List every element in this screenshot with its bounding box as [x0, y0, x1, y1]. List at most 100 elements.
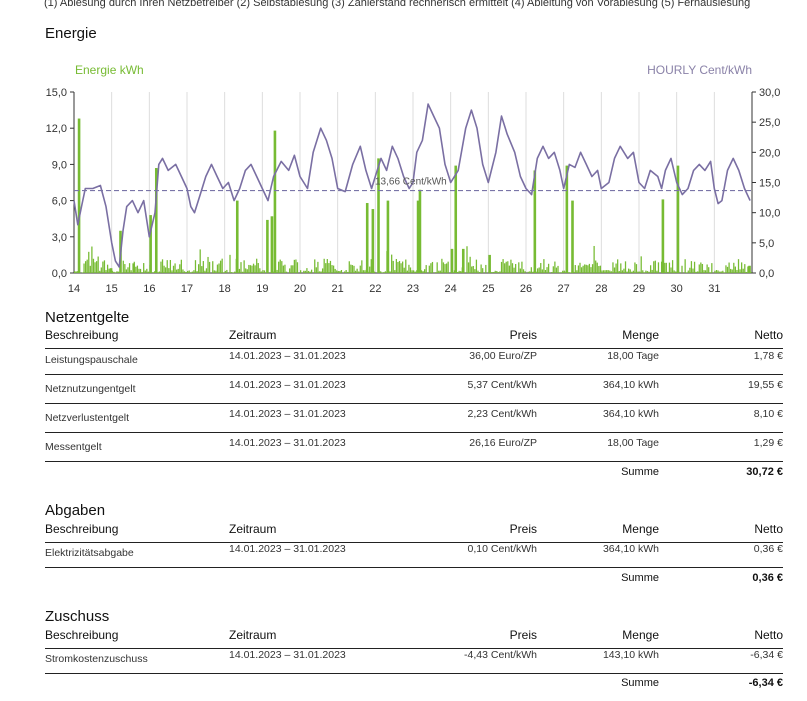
energy-bar [425, 265, 427, 273]
energy-bar [369, 266, 371, 273]
left-tick-label: 6,0 [52, 196, 67, 208]
energy-bar [309, 271, 311, 273]
row-netto: 1,29 € [753, 437, 783, 449]
energy-bar [215, 270, 217, 273]
energy-bar [270, 216, 274, 273]
energy-bar [418, 189, 422, 273]
energy-bar [89, 265, 91, 273]
energy-bar [731, 269, 733, 273]
energy-bar [533, 170, 537, 273]
energy-bar [744, 264, 746, 273]
energy-bar [307, 270, 310, 273]
energy-bar [144, 270, 146, 273]
energy-bar [83, 263, 85, 273]
energy-bar [394, 270, 396, 273]
energy-bar [74, 271, 76, 273]
row-beschreibung: Elektrizitätsabgabe [45, 547, 134, 559]
energy-bar [626, 271, 628, 273]
energy-bar [657, 262, 660, 273]
energy-bar [552, 266, 554, 273]
energy-bar [507, 261, 509, 273]
energy-bar [618, 270, 620, 273]
energy-bar [588, 263, 591, 273]
row-beschreibung: Stromkostenzuschuss [45, 653, 148, 665]
energy-bar [402, 261, 404, 273]
energy-bar [125, 269, 128, 273]
row-menge: 18,00 Tage [607, 350, 659, 362]
row-beschreibung: Messentgelt [45, 441, 102, 453]
energy-bar [370, 259, 372, 273]
abgaben-header: Beschreibung Zeitraum Preis Menge Netto [45, 522, 783, 543]
energy-bar [331, 265, 333, 273]
energy-bar [748, 265, 751, 273]
energy-bar [584, 264, 586, 273]
energy-bar [154, 168, 158, 273]
energy-bar [689, 267, 691, 273]
energy-bar [179, 264, 181, 273]
energy-bar [686, 272, 688, 273]
energy-bar [673, 270, 675, 273]
energy-bar [551, 272, 553, 273]
energy-bar [569, 272, 572, 273]
energy-bar [251, 265, 253, 273]
energy-bar [292, 265, 294, 273]
netzentgelte-header: Beschreibung Zeitraum Preis Menge Netto [45, 328, 783, 349]
energy-bar [522, 269, 525, 273]
right-tick-label: 5,0 [759, 238, 774, 250]
energy-bar [438, 270, 440, 273]
energy-bar [676, 165, 680, 273]
energy-bar [698, 264, 700, 273]
energy-bar [166, 260, 168, 273]
energy-bar [580, 267, 583, 273]
energy-bar [447, 261, 449, 273]
energy-bar [690, 261, 693, 273]
energy-bar [152, 272, 154, 273]
energy-bar [146, 268, 148, 273]
energy-bar [574, 265, 576, 273]
energy-bar [715, 270, 718, 273]
energy-bar [454, 165, 458, 273]
energy-bar [563, 270, 565, 273]
energy-bar [339, 270, 341, 273]
energy-bar [174, 263, 176, 273]
abgaben-title: Abgaben [45, 502, 106, 519]
energy-bar [248, 264, 250, 273]
right-axis-label: HOURLY Cent/kWh [647, 63, 752, 77]
energy-bar [350, 264, 352, 273]
energy-bar [381, 272, 383, 273]
x-tick-label: 15 [106, 283, 118, 295]
energy-bar [422, 271, 424, 273]
energy-bar [558, 272, 561, 273]
energy-bar [697, 271, 699, 273]
energy-bar [664, 262, 666, 273]
energy-bar [132, 263, 135, 273]
energy-bar [295, 259, 297, 273]
energy-bar [646, 271, 649, 273]
energy-bar [218, 263, 220, 273]
energy-bar [306, 268, 308, 273]
energy-bar [725, 265, 727, 273]
col-beschreibung: Beschreibung [45, 522, 119, 536]
energy-bar [508, 265, 511, 273]
energy-bar [383, 272, 385, 273]
energy-bar [406, 270, 408, 273]
energy-bar [241, 271, 244, 273]
energy-bar [621, 270, 624, 273]
energy-bar [648, 271, 650, 273]
col-zeitraum: Zeitraum [229, 328, 277, 342]
row-menge: 364,10 kWh [602, 543, 659, 555]
energy-bar [371, 209, 375, 273]
energy-bar [595, 260, 597, 273]
energy-bar [329, 260, 332, 273]
col-netto: Netto [754, 522, 783, 536]
energy-bar [219, 260, 222, 273]
energy-bar [315, 267, 317, 273]
energy-bar [212, 261, 214, 273]
energy-bar [114, 272, 117, 273]
col-beschreibung: Beschreibung [45, 328, 119, 342]
row-zeitraum: 14.01.2023 – 31.01.2023 [229, 350, 346, 362]
energy-bar [356, 268, 358, 273]
energy-bar [182, 269, 184, 273]
energy-bar [86, 259, 88, 273]
energy-bar [303, 270, 305, 273]
